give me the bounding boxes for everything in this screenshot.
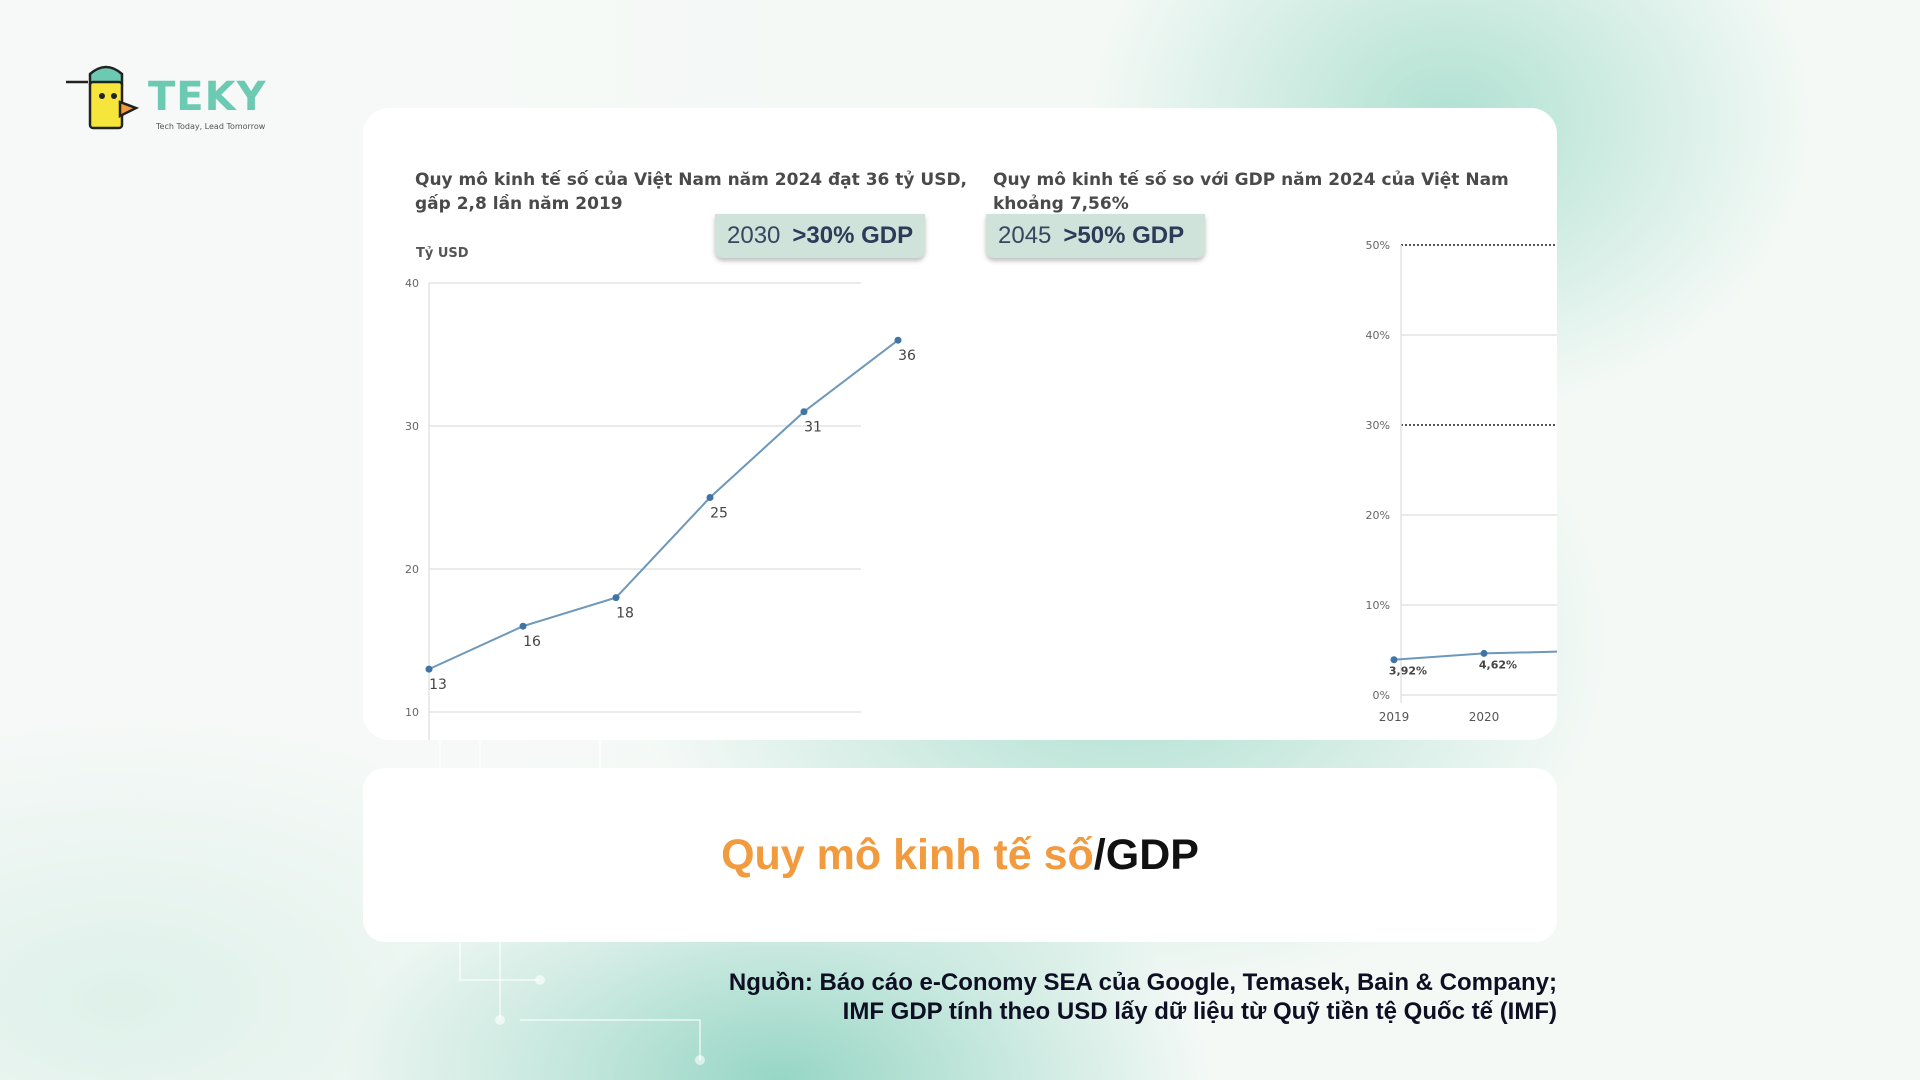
right-chart-title-line1: Quy mô kinh tế số so với GDP năm 2024 củ… <box>993 170 1509 190</box>
right-ytick-label: 40% <box>1366 329 1390 342</box>
pill-target: >30% GDP <box>792 222 914 249</box>
pill-year: 2030 <box>727 222 781 249</box>
headline-part1: Quy mô kinh tế số <box>721 830 1094 879</box>
source-line1: Nguồn: Báo cáo e-Conomy SEA của Google, … <box>728 969 1557 996</box>
left-data-point <box>425 665 433 673</box>
left-data-point <box>706 494 714 501</box>
right-data-point <box>1390 656 1398 664</box>
charts-card: 2030 >30% GDP 2045 >50% GDP Quy mô kinh … <box>363 108 1557 740</box>
right-data-label: 4,62% <box>1479 658 1517 671</box>
left-data-point <box>894 336 902 344</box>
left-chart-ylabel: Tỷ USD <box>416 246 469 261</box>
left-data-label: 18 <box>616 606 634 622</box>
left-ytick-label: 40 <box>405 277 419 290</box>
target-pill-2045: 2045 >50% GDP <box>986 214 1205 258</box>
right-ytick-label: 0% <box>1373 689 1390 702</box>
logo-tagline: Tech Today, Lead Tomorrow <box>156 122 266 131</box>
duck-mascot-icon <box>66 65 140 130</box>
source-note: Nguồn: Báo cáo e-Conomy SEA của Google, … <box>457 968 1557 1026</box>
logo-wordmark: TEKY <box>148 74 267 120</box>
pill-year: 2045 <box>998 222 1052 249</box>
left-data-point <box>519 622 527 630</box>
right-ytick-label: 30% <box>1366 419 1390 432</box>
left-series-line <box>428 339 899 671</box>
right-data-point <box>1480 649 1488 657</box>
left-data-label: 16 <box>523 634 541 650</box>
pill-target: >50% GDP <box>1063 222 1185 249</box>
right-chart-title: Quy mô kinh tế số so với GDP năm 2024 củ… <box>993 168 1509 216</box>
right-chart-title-line2: khoảng 7,56% <box>993 194 1129 214</box>
headline-card: Quy mô kinh tế số/GDP <box>363 768 1557 942</box>
left-ytick-label: 30 <box>405 420 419 433</box>
left-chart-title-line1: Quy mô kinh tế số của Việt Nam năm 2024 … <box>415 170 968 190</box>
left-data-label: 36 <box>898 348 916 364</box>
right-ytick-label: 20% <box>1366 509 1390 522</box>
right-ytick-label: 50% <box>1366 239 1390 252</box>
left-line-chart: 010203040131618253136 <box>405 277 916 740</box>
right-xtick-label: 2019 <box>1379 710 1410 724</box>
source-line2: IMF GDP tính theo USD lấy dữ liệu từ Quỹ… <box>842 998 1557 1025</box>
headline: Quy mô kinh tế số/GDP <box>721 831 1199 880</box>
left-data-label: 13 <box>429 677 447 693</box>
left-data-label: 25 <box>710 506 728 522</box>
right-series-line <box>1393 650 1557 661</box>
left-ytick-label: 10 <box>405 706 419 719</box>
left-chart-title-line2: gấp 2,8 lần năm 2019 <box>415 194 623 214</box>
target-pill-2030: 2030 >30% GDP <box>715 214 925 258</box>
right-data-label: 3,92% <box>1389 665 1427 678</box>
left-data-point <box>800 408 808 416</box>
right-xtick-label: 2020 <box>1469 710 1500 724</box>
right-line-chart: 0%10%20%30%40%50%Mục tiêu 2045 -50%Mục t… <box>1366 239 1557 724</box>
right-ytick-label: 10% <box>1366 599 1390 612</box>
left-data-point <box>612 594 620 602</box>
left-data-label: 31 <box>804 420 822 436</box>
left-chart-title: Quy mô kinh tế số của Việt Nam năm 2024 … <box>415 168 967 216</box>
teky-logo: TEKY Tech Today, Lead Tomorrow <box>66 62 266 138</box>
headline-part2: /GDP <box>1093 830 1199 879</box>
left-ytick-label: 20 <box>405 563 419 576</box>
